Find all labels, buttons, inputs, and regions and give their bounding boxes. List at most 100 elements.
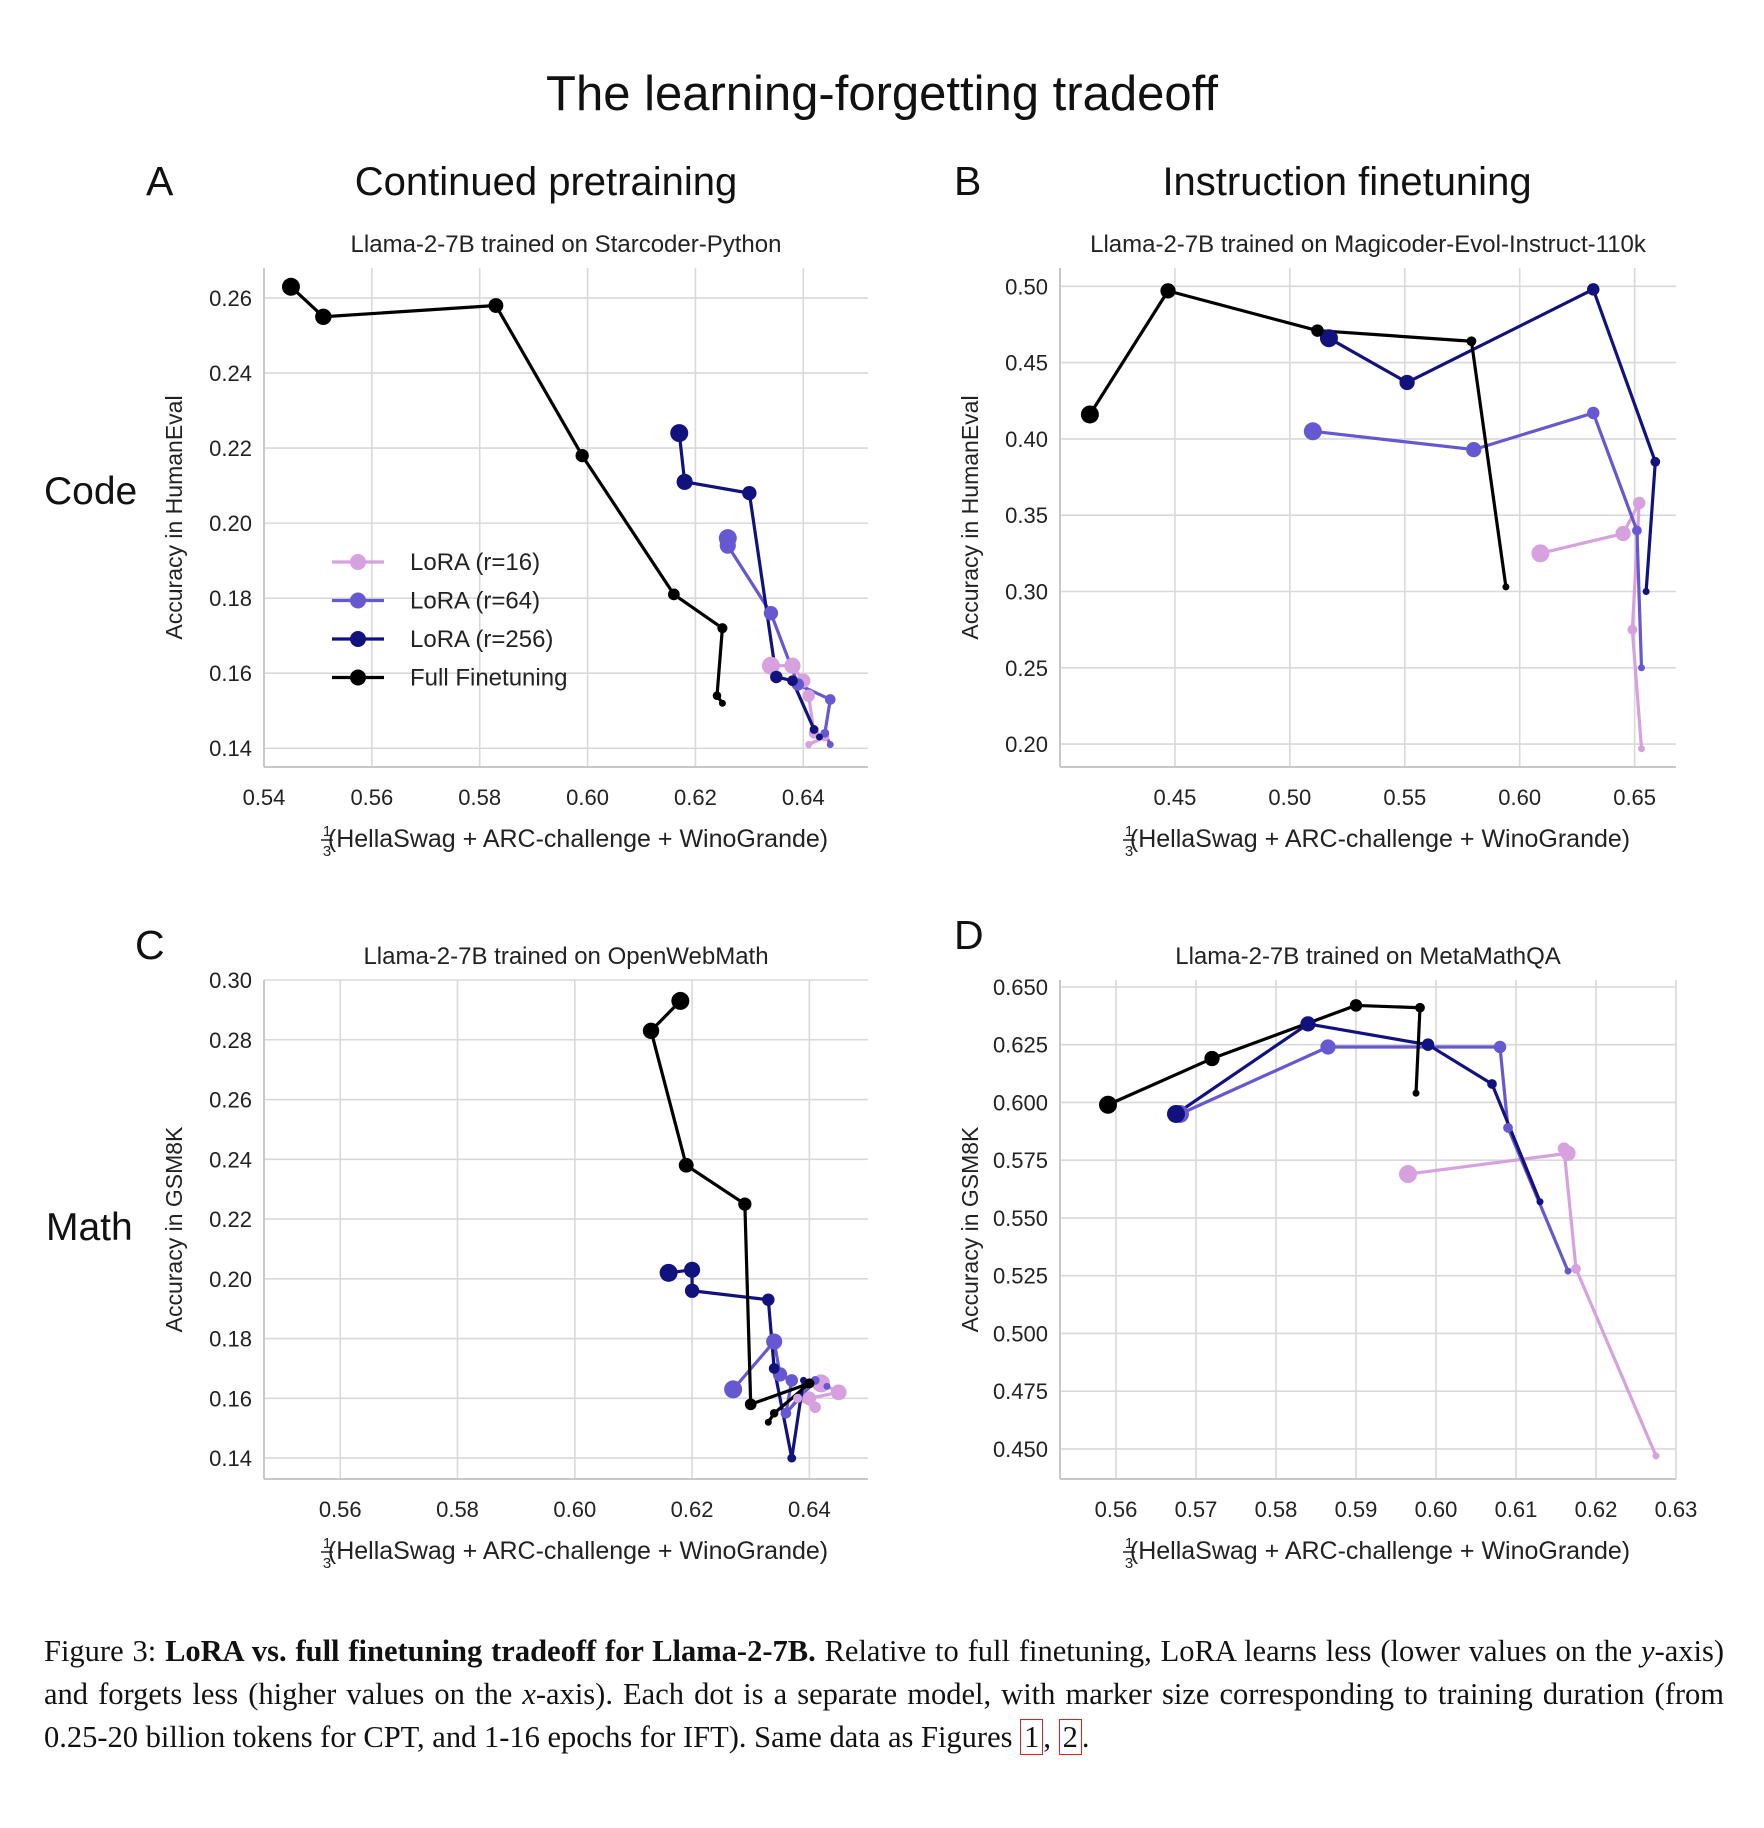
data-point-lora256 [1167, 1104, 1185, 1123]
data-point-full [667, 588, 680, 601]
figure-ref-1[interactable]: 1 [1020, 1719, 1044, 1755]
x-tick-label: 0.62 [674, 785, 717, 810]
data-point-full [769, 1408, 779, 1418]
x-tick-label: 0.60 [566, 785, 609, 810]
data-point-lora256 [1536, 1198, 1544, 1206]
caption-text-2: -axis) and forgets less (higher values o… [44, 1634, 1725, 1711]
y-tick-label: 0.525 [993, 1264, 1048, 1289]
data-point-lora16 [784, 657, 801, 674]
data-point-full [315, 308, 332, 325]
data-point-lora256 [670, 424, 689, 443]
x-axis-label: (HellaSwag + ARC-challenge + WinoGrande)… [1123, 823, 1630, 860]
data-point-lora64 [1638, 664, 1646, 672]
y-tick-label: 0.50 [1005, 274, 1048, 299]
row-label-code: Code [44, 470, 138, 513]
x-tick-label: 0.64 [782, 785, 825, 810]
column-title-instruction-finetuning: Instruction finetuning [1162, 160, 1532, 204]
panel-letter-c: C [135, 922, 165, 968]
data-point-full [764, 1418, 772, 1426]
y-tick-label: 0.22 [209, 436, 252, 461]
data-point-lora16 [1531, 544, 1550, 563]
y-tick-label: 0.28 [209, 1028, 252, 1053]
legend-label-lora256: LoRA (r=256) [410, 626, 553, 653]
x-tick-label: 0.59 [1335, 1497, 1378, 1522]
caption-label: Figure 3: [44, 1634, 157, 1668]
series-line-lora16 [1407, 1147, 1658, 1457]
data-point-lora256 [683, 1261, 701, 1278]
x-axis-label-text: (HellaSwag + ARC-challenge + WinoGrande) [1130, 1537, 1630, 1565]
y-tick-label: 0.40 [1005, 427, 1048, 452]
chart-b: 0.45 0.50 0.55 0.60 0.65 0.20 0.25 0.30 0.35 0.40… [957, 231, 1676, 860]
y-axis-label: Accuracy in HumanEval [957, 395, 983, 639]
data-point-lora64 [1320, 1039, 1336, 1055]
y-tick-label: 0.45 [1005, 351, 1048, 376]
data-point-full [717, 623, 728, 634]
data-point-lora64 [780, 1407, 792, 1419]
x-tick-label: 0.57 [1175, 1497, 1218, 1522]
data-point-full [738, 1197, 752, 1211]
data-point-full [678, 1157, 694, 1173]
legend-marker-lora16 [350, 554, 366, 570]
y-tick-label: 0.16 [209, 661, 252, 686]
data-point-lora16 [802, 689, 815, 702]
data-point-full [718, 699, 726, 707]
y-tick-label: 0.475 [993, 1379, 1048, 1404]
data-point-lora16 [809, 1401, 821, 1413]
x-tick-label: 0.60 [1498, 785, 1541, 810]
x-tick-label: 0.54 [243, 785, 286, 810]
series-line-full [649, 999, 811, 1424]
caption-y-variable: y [1641, 1634, 1655, 1668]
data-point-lora16 [1571, 1263, 1581, 1274]
caption-text-3: -axis). Each dot is a separate model, wi… [44, 1677, 1724, 1754]
data-point-full [281, 277, 300, 296]
x-tick-label: 0.60 [1415, 1497, 1458, 1522]
x-tick-label: 0.56 [1095, 1497, 1138, 1522]
data-point-lora256 [1319, 329, 1338, 348]
data-point-full [1466, 336, 1477, 347]
x-tick-label: 0.58 [436, 1497, 479, 1522]
data-point-lora256 [762, 1293, 775, 1306]
data-point-lora64 [820, 728, 830, 738]
x-label-fraction-denominator: 3 [323, 1555, 331, 1572]
y-tick-label: 0.625 [993, 1033, 1048, 1058]
y-tick-label: 0.22 [209, 1207, 252, 1232]
x-axis-label: (HellaSwag + ARC-challenge + WinoGrande)… [321, 1535, 828, 1572]
subplot-title: Llama-2-7B trained on OpenWebMath [363, 943, 768, 970]
y-tick-label: 0.26 [209, 1088, 252, 1113]
x-tick-label: 0.55 [1383, 785, 1426, 810]
data-point-lora64 [1564, 1267, 1572, 1275]
data-point-lora64 [1503, 1122, 1513, 1133]
data-point-lora64 [1493, 1040, 1507, 1054]
data-point-lora256 [809, 725, 819, 734]
data-point-lora64 [724, 1380, 743, 1399]
figure-title: The learning-forgetting tradeoff [546, 67, 1218, 121]
y-tick-label: 0.20 [1005, 732, 1048, 757]
data-point-full [642, 1022, 660, 1040]
x-tick-label: 0.60 [553, 1497, 596, 1522]
y-tick-label: 0.20 [209, 1267, 252, 1292]
data-point-lora256 [815, 733, 823, 741]
caption-x-variable: x [522, 1677, 536, 1711]
chart-d: 0.56 0.57 0.58 0.59 0.60 0.61 0.62 0.63 0.450 0.4… [957, 943, 1697, 1572]
legend-label-full: Full Finetuning [410, 665, 567, 692]
x-label-fraction-numerator: 1 [1125, 1535, 1133, 1552]
y-tick-label: 0.16 [209, 1386, 252, 1411]
series-line-lora256 [668, 1268, 806, 1460]
data-point-lora64 [719, 537, 736, 554]
legend-label-lora16: LoRA (r=16) [410, 549, 540, 576]
data-point-lora16 [830, 1384, 847, 1401]
subplot-title: Llama-2-7B trained on Magicoder-Evol-Ins… [1090, 231, 1647, 258]
data-point-lora256 [676, 473, 693, 490]
x-tick-label: 0.62 [671, 1497, 714, 1522]
series-line-full [289, 285, 724, 705]
data-point-lora256 [1650, 456, 1661, 467]
figure-ref-2[interactable]: 2 [1058, 1719, 1082, 1755]
data-point-full [1349, 999, 1363, 1012]
data-point-lora16 [1627, 624, 1638, 635]
y-tick-label: 0.18 [209, 1327, 252, 1352]
legend-marker-full [350, 669, 366, 686]
series-line-lora64 [1179, 1045, 1570, 1272]
data-point-lora64 [1303, 422, 1322, 441]
data-point-full [1311, 324, 1324, 337]
y-axis-label: Accuracy in HumanEval [161, 395, 187, 639]
